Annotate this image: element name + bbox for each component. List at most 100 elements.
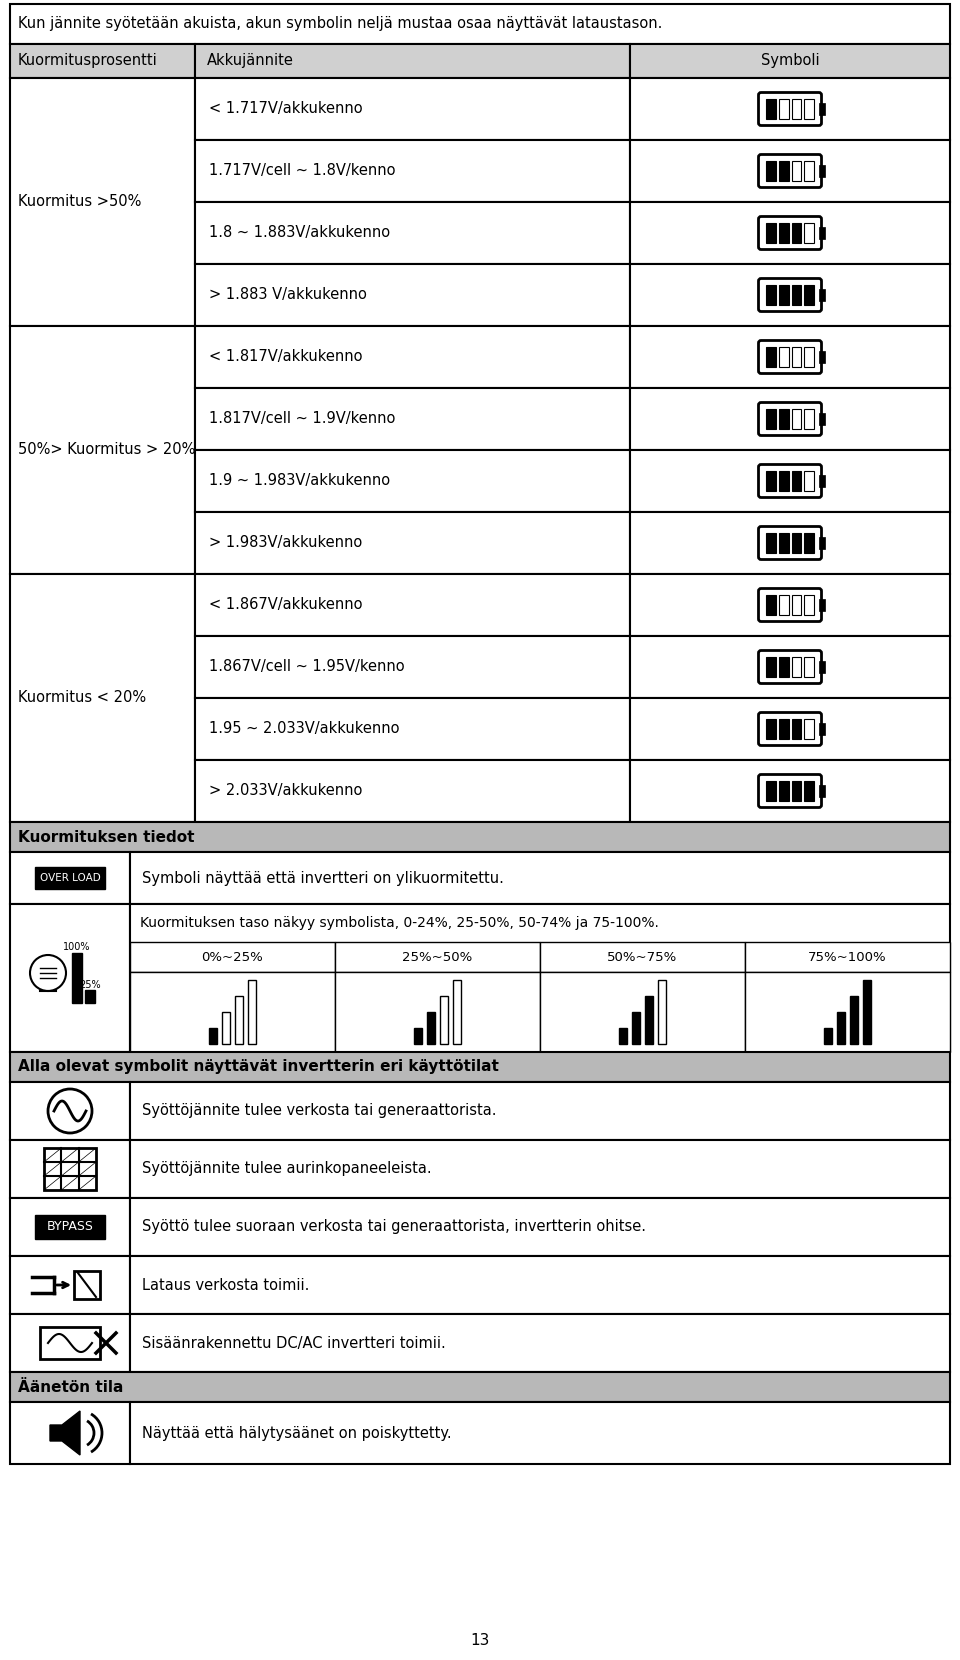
Bar [222, 1013, 230, 1044]
Bar [779, 657, 788, 677]
Bar [791, 100, 802, 120]
Text: 25%: 25% [79, 979, 101, 989]
Bar [630, 636, 950, 697]
Text: BYPASS: BYPASS [47, 1220, 93, 1233]
Bar [10, 325, 195, 574]
Text: 1.95 ~ 2.033V/akkukenno: 1.95 ~ 2.033V/akkukenno [209, 722, 399, 737]
Bar [779, 780, 788, 802]
Text: 50%~75%: 50%~75% [608, 951, 678, 963]
Text: Symboli: Symboli [760, 53, 819, 68]
Bar [791, 471, 802, 491]
Text: > 2.033V/akkukenno: > 2.033V/akkukenno [209, 784, 362, 798]
Bar [40, 1326, 100, 1360]
Bar [779, 222, 788, 242]
Bar [335, 941, 540, 973]
Bar [819, 785, 825, 797]
Bar [195, 203, 630, 264]
Bar [195, 45, 630, 78]
Bar [195, 636, 630, 697]
Bar [195, 264, 630, 325]
Bar [850, 996, 858, 1044]
Bar [819, 724, 825, 735]
Bar [130, 1140, 950, 1199]
Bar [130, 941, 335, 973]
Bar [195, 760, 630, 822]
Text: 25%~50%: 25%~50% [402, 951, 472, 963]
Bar [766, 657, 776, 677]
Text: Kuormitusprosentti: Kuormitusprosentti [18, 53, 157, 68]
FancyBboxPatch shape [758, 712, 822, 745]
Text: 1.817V/cell ~ 1.9V/kenno: 1.817V/cell ~ 1.9V/kenno [209, 412, 396, 427]
Bar [630, 325, 950, 388]
Bar [630, 760, 950, 822]
Bar [195, 139, 630, 203]
Bar [766, 471, 776, 491]
Bar [10, 1199, 130, 1257]
Bar [804, 100, 814, 120]
Bar [791, 533, 802, 553]
Bar [195, 450, 630, 511]
Bar [10, 1373, 950, 1403]
Bar [766, 347, 776, 367]
Bar [453, 979, 461, 1044]
Text: 13: 13 [470, 1632, 490, 1647]
Text: Alla olevat symbolit näyttävät invertterin eri käyttötilat: Alla olevat symbolit näyttävät invertter… [18, 1059, 499, 1074]
Bar [130, 1403, 950, 1464]
Bar [766, 286, 776, 305]
Text: 100%: 100% [63, 941, 91, 951]
Bar [195, 574, 630, 636]
Bar [35, 867, 105, 890]
Bar [630, 78, 950, 139]
Bar [779, 471, 788, 491]
Bar [804, 533, 814, 553]
Text: < 1.867V/akkukenno: < 1.867V/akkukenno [209, 598, 363, 613]
FancyBboxPatch shape [758, 93, 822, 126]
Text: Sisäänrakennettu DC/AC invertteri toimii.: Sisäänrakennettu DC/AC invertteri toimii… [142, 1336, 445, 1351]
Bar [804, 719, 814, 739]
Text: < 1.817V/akkukenno: < 1.817V/akkukenno [209, 350, 363, 365]
Bar [779, 100, 788, 120]
Bar [130, 852, 950, 905]
Bar [791, 594, 802, 614]
Bar [630, 511, 950, 574]
Bar [85, 991, 95, 1003]
Bar [235, 996, 243, 1044]
Bar [766, 594, 776, 614]
Bar [819, 475, 825, 486]
Polygon shape [50, 1411, 80, 1456]
Text: 1.9 ~ 1.983V/akkukenno: 1.9 ~ 1.983V/akkukenno [209, 473, 390, 488]
Bar [791, 286, 802, 305]
Bar [10, 1315, 130, 1373]
Bar [779, 594, 788, 614]
Text: Näyttää että hälytysäänet on poiskyttetty.: Näyttää että hälytysäänet on poiskyttett… [142, 1426, 451, 1441]
Bar [540, 941, 745, 973]
Text: Kuormitus >50%: Kuormitus >50% [18, 194, 141, 209]
Bar [819, 166, 825, 176]
Text: Syöttö tulee suoraan verkosta tai generaattorista, invertterin ohitse.: Syöttö tulee suoraan verkosta tai genera… [142, 1220, 646, 1235]
Text: OVER LOAD: OVER LOAD [39, 873, 101, 883]
Bar [209, 1028, 217, 1044]
Text: 0%~25%: 0%~25% [202, 951, 263, 963]
Bar [791, 347, 802, 367]
Bar [645, 996, 653, 1044]
Bar [766, 533, 776, 553]
Bar [791, 222, 802, 242]
Bar [540, 973, 745, 1052]
Bar [779, 533, 788, 553]
Text: Kun jännite syötetään akuista, akun symbolin neljä mustaa osaa näyttävät lataust: Kun jännite syötetään akuista, akun symb… [18, 17, 662, 32]
Bar [779, 408, 788, 428]
Bar [35, 1215, 105, 1238]
Bar [10, 852, 130, 905]
Bar [427, 1013, 435, 1044]
Bar [10, 1257, 130, 1315]
Bar [630, 697, 950, 760]
Bar [130, 1315, 950, 1373]
Bar [804, 780, 814, 802]
Bar [779, 719, 788, 739]
Bar [658, 979, 666, 1044]
Bar [766, 408, 776, 428]
Bar [195, 78, 630, 139]
Bar [195, 697, 630, 760]
Text: > 1.883 V/akkukenno: > 1.883 V/akkukenno [209, 287, 367, 302]
Bar [819, 538, 825, 548]
